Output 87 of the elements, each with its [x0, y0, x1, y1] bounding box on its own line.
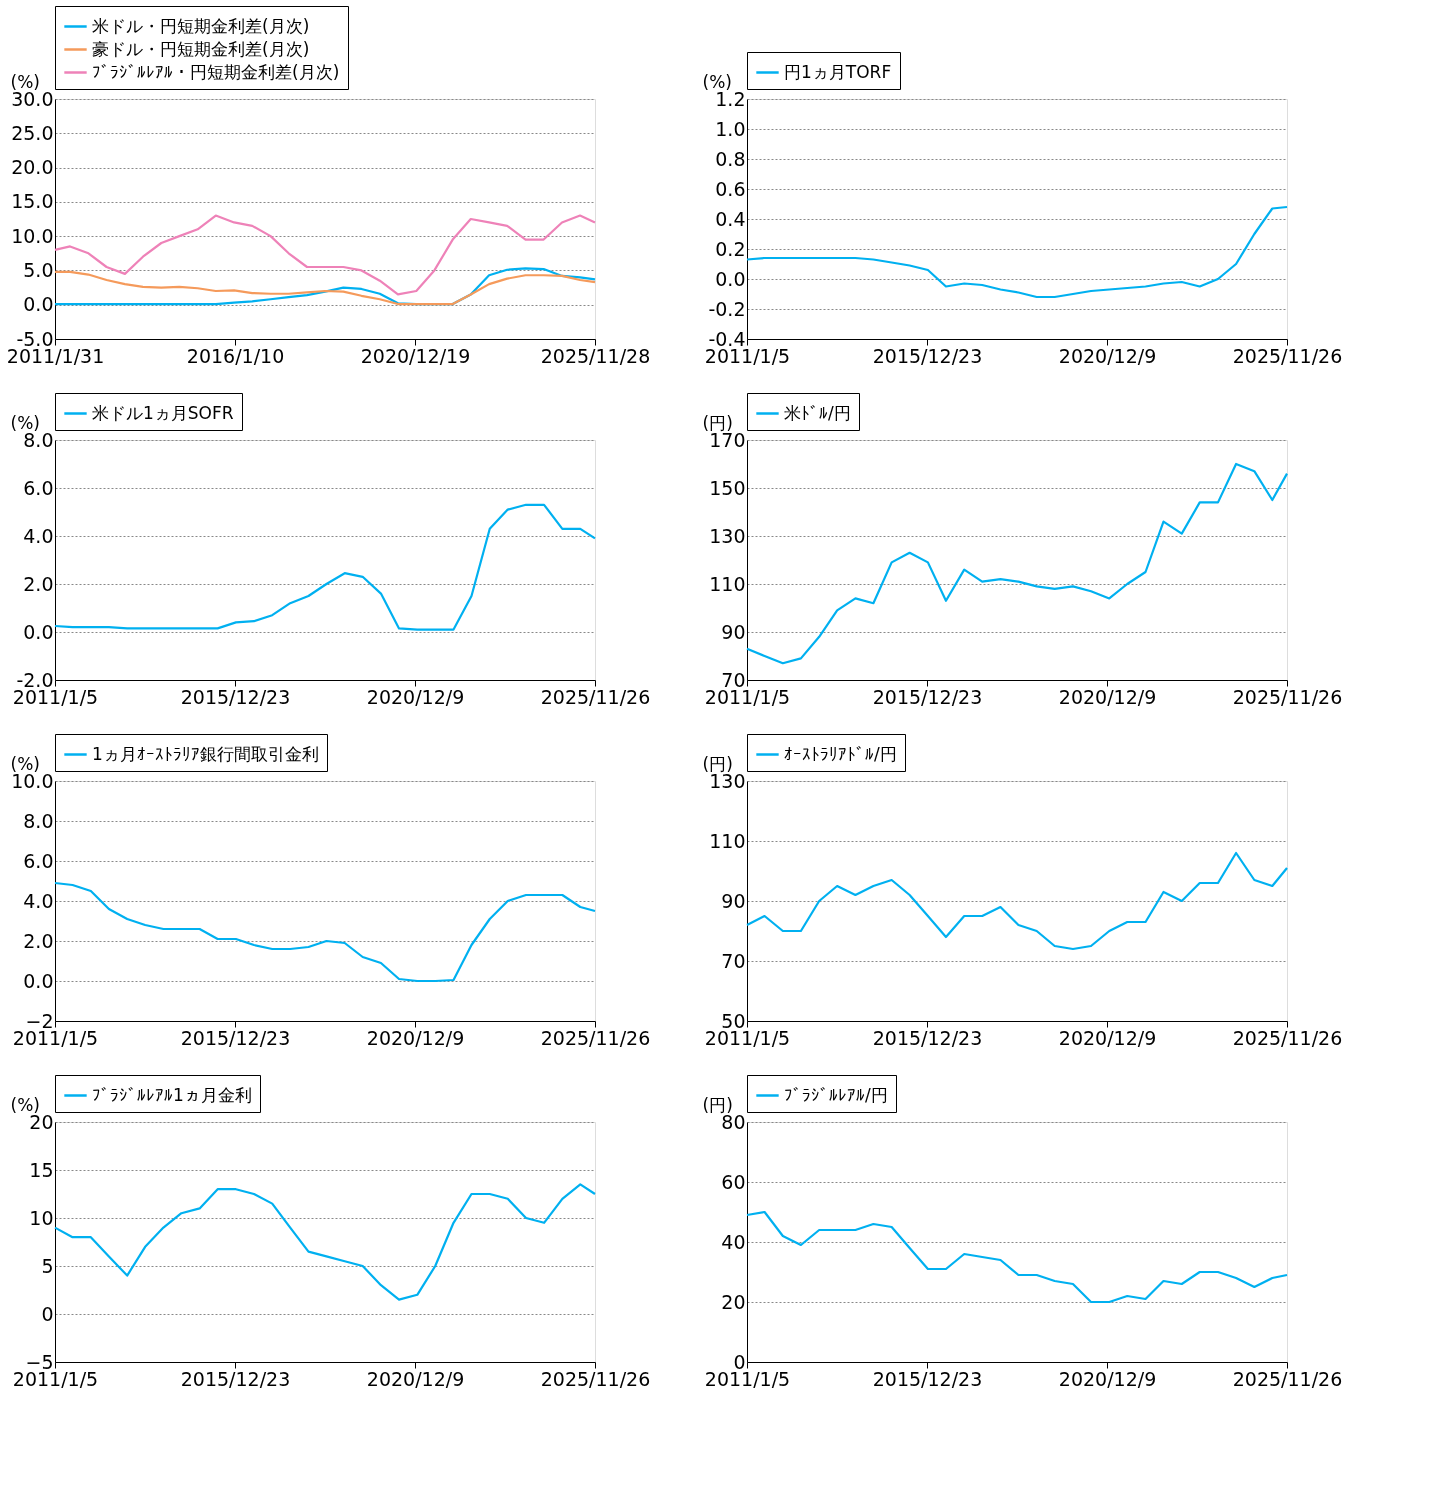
legend-label: 米ﾄﾞﾙ/円: [784, 402, 851, 423]
line-series: [53, 503, 597, 631]
x-tick-label: 2025/11/26: [1232, 1367, 1343, 1390]
x-tick-label: 2020/12/9: [1058, 344, 1157, 367]
line-series: [745, 1210, 1289, 1304]
y-tick-label: 10.0: [11, 224, 54, 247]
y-tick-label: 90: [721, 889, 746, 912]
x-tick-label: 2025/11/26: [540, 685, 651, 708]
y-tick-label: 130: [709, 524, 746, 547]
y-tick-label: 4.0: [23, 524, 54, 547]
y-tick-label: 10: [29, 1206, 54, 1229]
y-tick-label: 6.0: [23, 849, 54, 872]
y-tick-label: 15.0: [11, 190, 54, 213]
legend-label: 1ヵ月ｵｰｽﾄﾗﾘｱ銀行間取引金利: [92, 743, 319, 764]
y-tick-label: 0: [733, 1350, 746, 1373]
y-tick-label: 70: [721, 949, 746, 972]
y-tick-label: 0.4: [715, 207, 746, 230]
legend-label: ﾌﾞﾗｼﾞﾙﾚｱﾙ/円: [784, 1084, 888, 1105]
x-tick-label: 2015/12/23: [872, 685, 983, 708]
y-tick-label: 2.0: [23, 572, 54, 595]
x-tick-label: 2025/11/26: [540, 1367, 651, 1390]
x-tick-label: 2025/11/26: [1232, 685, 1343, 708]
x-tick-label: 2020/12/9: [1058, 1026, 1157, 1049]
legend-label: ﾌﾞﾗｼﾞﾙﾚｱﾙ1ヵ月金利: [92, 1084, 252, 1105]
y-tick-label: 15: [29, 1158, 54, 1181]
x-tick-label: 2016/1/10: [186, 344, 285, 367]
y-tick-label: 70: [721, 668, 746, 691]
y-tick-label: 25.0: [11, 121, 54, 144]
y-tick-label: 5: [41, 1254, 54, 1277]
y-tick-label: 110: [709, 829, 746, 852]
legend-label: 米ドル1ヵ月SOFR: [92, 402, 234, 423]
x-tick-label: 2015/12/23: [180, 1367, 291, 1390]
y-tick-label: 150: [709, 476, 746, 499]
y-tick-label: −5: [25, 1350, 54, 1373]
y-tick-label: 6.0: [23, 476, 54, 499]
y-tick-label: -5.0: [16, 327, 54, 350]
y-tick-label: 40: [721, 1230, 746, 1253]
y-tick-label: 4.0: [23, 889, 54, 912]
y-tick-label: 0.8: [715, 147, 746, 170]
x-tick-label: 2015/12/23: [872, 344, 983, 367]
y-tick-label: 20.0: [11, 156, 54, 179]
y-tick-label: −2: [25, 1009, 54, 1032]
x-tick-label: 2015/12/23: [180, 1026, 291, 1049]
legend-label: 円1ヵ月TORF: [784, 61, 892, 82]
legend-label: ﾌﾞﾗｼﾞﾙﾚｱﾙ・円短期金利差(月次): [92, 61, 340, 82]
y-tick-label: 50: [721, 1009, 746, 1032]
line-series: [53, 214, 597, 296]
y-tick-label: -0.4: [708, 327, 746, 350]
y-tick-label: 0.6: [715, 177, 746, 200]
legend-label: 米ドル・円短期金利差(月次): [92, 15, 310, 36]
legend-label: 豪ドル・円短期金利差(月次): [92, 38, 310, 59]
y-tick-label: 0: [41, 1302, 54, 1325]
x-tick-label: 2015/12/23: [180, 685, 291, 708]
x-tick-label: 2020/12/9: [366, 1026, 465, 1049]
y-tick-label: 0.0: [23, 969, 54, 992]
y-tick-label: 20: [721, 1290, 746, 1313]
y-tick-label: 5.0: [23, 258, 54, 281]
y-tick-label: 90: [721, 620, 746, 643]
y-tick-label: 60: [721, 1170, 746, 1193]
x-tick-label: 2015/12/23: [872, 1367, 983, 1390]
y-tick-label: -0.2: [708, 297, 746, 320]
x-tick-label: 2025/11/26: [540, 1026, 651, 1049]
x-tick-label: 2025/11/26: [1232, 344, 1343, 367]
x-tick-label: 2020/12/9: [1058, 1367, 1157, 1390]
y-tick-label: 8.0: [23, 809, 54, 832]
y-tick-label: 110: [709, 572, 746, 595]
y-tick-label: 1.0: [715, 117, 746, 140]
line-series: [745, 205, 1289, 299]
y-tick-label: 0.0: [23, 620, 54, 643]
y-tick-label: -2.0: [16, 668, 54, 691]
x-tick-label: 2015/12/23: [872, 1026, 983, 1049]
x-tick-label: 2020/12/9: [366, 685, 465, 708]
line-series: [745, 462, 1289, 665]
legend-label: ｵｰｽﾄﾗﾘｱﾄﾞﾙ/円: [784, 743, 897, 764]
y-tick-label: 0.2: [715, 237, 746, 260]
y-tick-label: 0.0: [715, 267, 746, 290]
y-axis-title: (円): [702, 1094, 733, 1115]
y-tick-label: 0.0: [23, 293, 54, 316]
line-series: [53, 1183, 597, 1301]
y-tick-label: 2.0: [23, 929, 54, 952]
x-tick-label: 2020/12/9: [366, 1367, 465, 1390]
line-series: [53, 881, 597, 983]
line-series: [745, 851, 1289, 951]
x-tick-label: 2020/12/9: [1058, 685, 1157, 708]
x-tick-label: 2025/11/26: [1232, 1026, 1343, 1049]
x-tick-label: 2020/12/19: [360, 344, 471, 367]
x-tick-label: 2025/11/28: [540, 344, 651, 367]
